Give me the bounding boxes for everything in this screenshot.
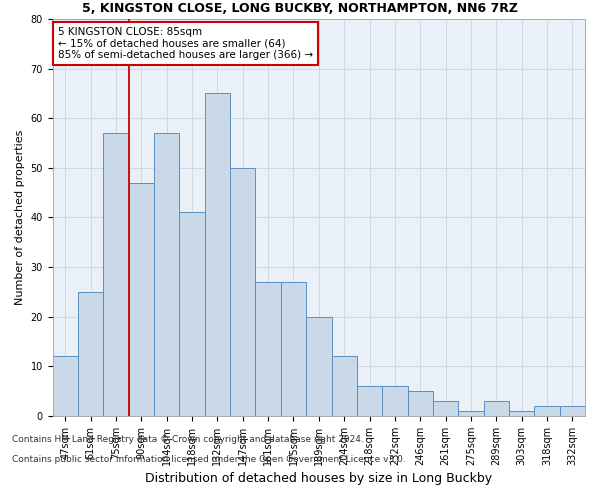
Bar	[256, 282, 281, 416]
X-axis label: Distribution of detached houses by size in Long Buckby: Distribution of detached houses by size …	[145, 472, 493, 485]
Bar	[332, 356, 357, 416]
Y-axis label: Number of detached properties: Number of detached properties	[15, 130, 25, 305]
Bar	[53, 356, 78, 416]
Bar	[154, 133, 179, 416]
Bar	[281, 282, 306, 416]
Text: Contains HM Land Registry data © Crown copyright and database right 2024.: Contains HM Land Registry data © Crown c…	[12, 435, 364, 444]
Text: 5 KINGSTON CLOSE: 85sqm
← 15% of detached houses are smaller (64)
85% of semi-de: 5 KINGSTON CLOSE: 85sqm ← 15% of detache…	[58, 27, 313, 60]
Bar	[484, 401, 509, 416]
Bar	[306, 316, 332, 416]
Bar	[433, 401, 458, 416]
Bar	[509, 411, 535, 416]
Bar	[103, 133, 129, 416]
Bar	[458, 411, 484, 416]
Bar	[535, 406, 560, 416]
Bar	[357, 386, 382, 416]
Bar	[78, 292, 103, 416]
Bar	[205, 94, 230, 416]
Bar	[407, 391, 433, 416]
Text: 5, KINGSTON CLOSE, LONG BUCKBY, NORTHAMPTON, NN6 7RZ: 5, KINGSTON CLOSE, LONG BUCKBY, NORTHAMP…	[82, 2, 518, 16]
Bar	[179, 212, 205, 416]
Bar	[560, 406, 585, 416]
Text: Contains public sector information licensed under the Open Government Licence v3: Contains public sector information licen…	[12, 455, 406, 464]
Bar	[382, 386, 407, 416]
Bar	[129, 182, 154, 416]
Bar	[230, 168, 256, 416]
